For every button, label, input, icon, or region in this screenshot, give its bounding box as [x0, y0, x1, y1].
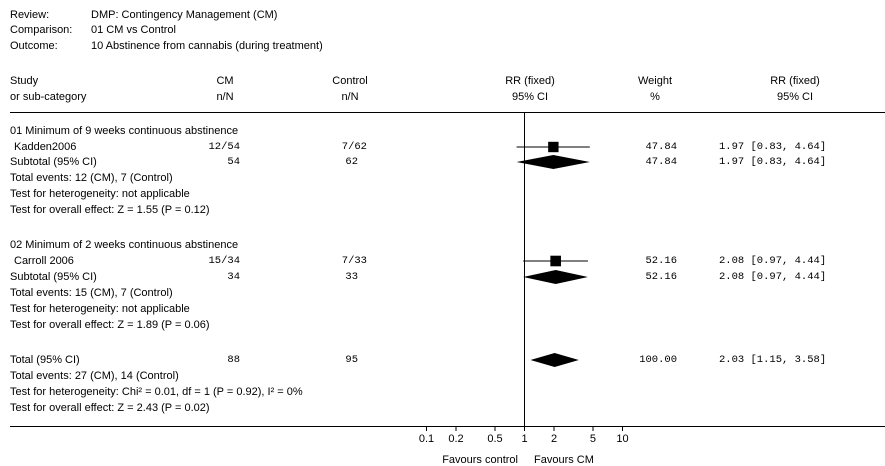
footer-divider	[10, 426, 885, 427]
x-tick-label: 0.1	[419, 433, 434, 445]
x-tick-label: 0.5	[487, 433, 502, 445]
group-2-title: 02 Minimum of 2 weeks continuous abstine…	[10, 239, 239, 251]
x-tick-label: 10	[616, 433, 628, 445]
group-2-heterogeneity: Test for heterogeneity: not applicable	[10, 303, 190, 315]
group-2-study-weight: 52.16	[645, 255, 677, 267]
study-point	[550, 255, 561, 267]
group-2-study-rr: 2.08 [0.97, 4.44]	[719, 255, 827, 267]
header-divider	[10, 112, 885, 113]
group-1-study-cm: 12/54	[208, 141, 240, 153]
total-events: Total events: 27 (CM), 14 (Control)	[10, 370, 179, 382]
x-tick-label: 2	[551, 433, 557, 445]
group-1-subtotal-label: Subtotal (95% CI)	[10, 156, 97, 168]
outcome-label: Outcome:	[10, 40, 58, 52]
group-1-heterogeneity: Test for heterogeneity: not applicable	[10, 188, 190, 200]
comparison-value: 01 CM vs Control	[91, 24, 176, 36]
total-rr: 2.03 [1.15, 3.58]	[719, 354, 827, 366]
rr-header: RR (fixed)	[770, 75, 820, 87]
pooled-diamond	[516, 155, 590, 169]
comparison-label: Comparison:	[10, 24, 73, 36]
review-value: DMP: Contingency Management (CM)	[91, 9, 278, 21]
control-subheader: n/N	[341, 91, 359, 103]
study-point	[548, 141, 559, 153]
group-2-subtotal-rr: 2.08 [0.97, 4.44]	[719, 271, 827, 283]
group-2-study-cm: 15/34	[208, 255, 240, 267]
rr-plot-header: RR (fixed)	[505, 75, 555, 87]
group-2-subtotal-label: Subtotal (95% CI)	[10, 271, 97, 283]
rr-subheader: 95% CI	[776, 91, 814, 103]
total-control: 95	[345, 354, 358, 366]
group-1-subtotal-control: 62	[345, 156, 358, 168]
total-cm: 88	[227, 354, 240, 366]
outcome-value: 10 Abstinence from cannabis (during trea…	[91, 40, 323, 52]
group-1-study-control: 7/62	[341, 141, 367, 153]
group-1-events: Total events: 12 (CM), 7 (Control)	[10, 172, 173, 184]
weight-header: Weight	[637, 75, 673, 87]
study-subheader: or sub-category	[10, 91, 87, 103]
group-1-subtotal-rr: 1.97 [0.83, 4.64]	[719, 156, 827, 168]
x-tick-label: 5	[590, 433, 596, 445]
group-1-study-weight: 47.84	[645, 141, 677, 153]
favours-control-label: Favours control	[442, 454, 518, 466]
total-heterogeneity: Test for heterogeneity: Chi² = 0.01, df …	[10, 386, 303, 398]
control-header: Control	[332, 75, 368, 87]
group-2-events: Total events: 15 (CM), 7 (Control)	[10, 287, 173, 299]
group-1-subtotal-cm: 54	[227, 156, 240, 168]
group-2-study-control: 7/33	[341, 255, 367, 267]
group-1-title: 01 Minimum of 9 weeks continuous abstine…	[10, 125, 239, 137]
cm-header: CM	[216, 75, 234, 87]
group-2-subtotal-control: 33	[345, 271, 358, 283]
weight-subheader: %	[650, 91, 660, 103]
rr-plot-subheader: 95% CI	[511, 91, 549, 103]
pooled-diamond	[523, 270, 588, 284]
review-label: Review:	[10, 9, 50, 21]
group-2-study-name: Carroll 2006	[14, 255, 74, 267]
group-1-subtotal-weight: 47.84	[645, 156, 677, 168]
cm-subheader: n/N	[216, 91, 234, 103]
group-2-subtotal-weight: 52.16	[645, 271, 677, 283]
favours-cm-label: Favours CM	[534, 454, 594, 466]
group-2-overall-effect: Test for overall effect: Z = 1.89 (P = 0…	[10, 319, 210, 331]
total-label: Total (95% CI)	[10, 354, 80, 366]
study-header: Study	[10, 75, 39, 87]
total-weight: 100.00	[639, 354, 677, 366]
group-1-overall-effect: Test for overall effect: Z = 1.55 (P = 0…	[10, 204, 210, 216]
x-tick-label: 0.2	[448, 433, 463, 445]
group-1-study-name: Kadden2006	[14, 141, 77, 153]
x-tick-label: 1	[521, 433, 527, 445]
total-overall-effect: Test for overall effect: Z = 2.43 (P = 0…	[10, 402, 210, 414]
group-2-subtotal-cm: 34	[227, 271, 240, 283]
pooled-diamond	[530, 353, 579, 367]
group-1-study-rr: 1.97 [0.83, 4.64]	[719, 141, 827, 153]
